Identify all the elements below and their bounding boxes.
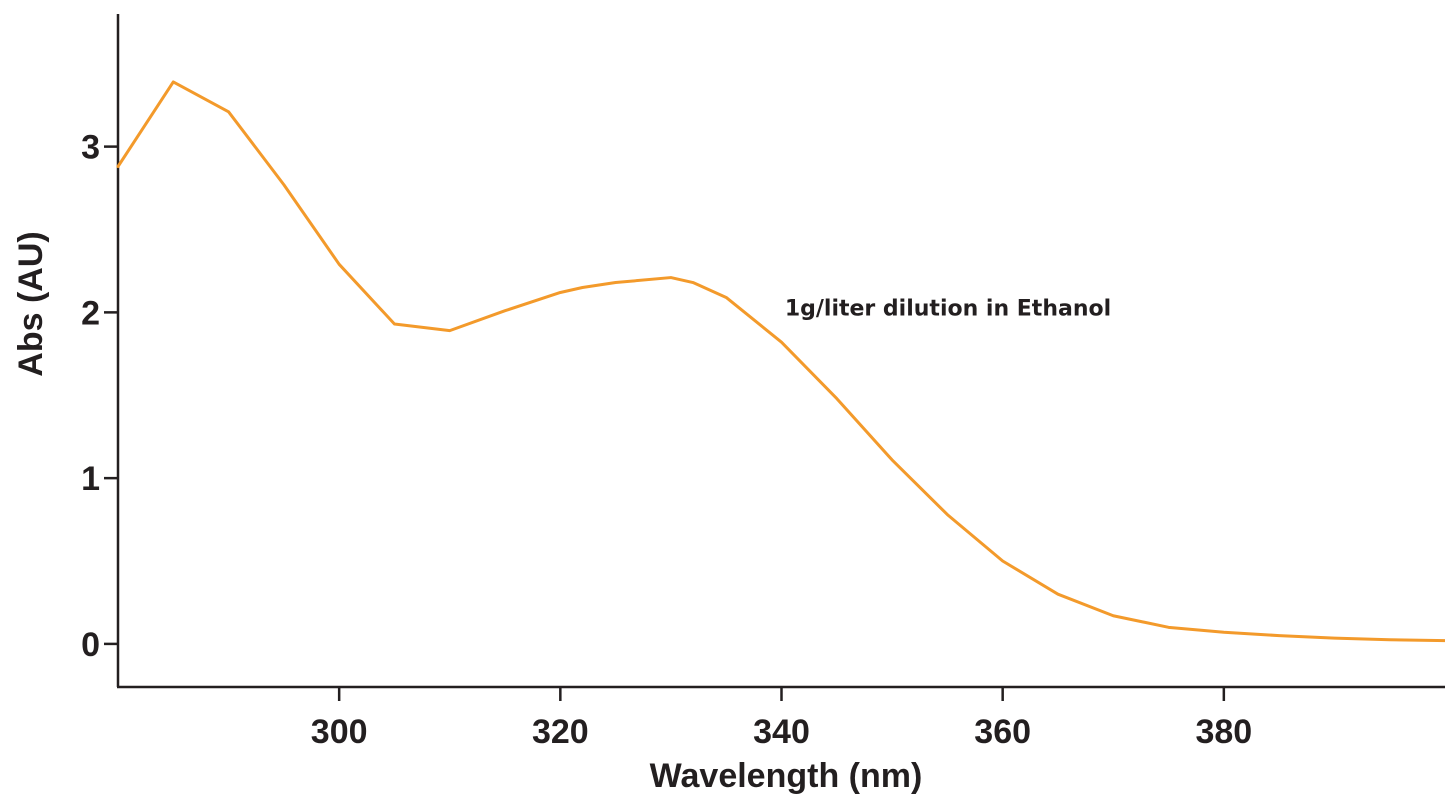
plot-area — [116, 80, 1445, 643]
y-axis-title: Abs (AU) — [12, 231, 50, 376]
axes — [116, 14, 1445, 689]
x-axis-title: Wavelength (nm) — [650, 757, 923, 795]
x-axis-ticks: 300 320 340 360 380 — [311, 687, 1252, 751]
y-axis-ticks: 0 1 2 3 — [81, 129, 118, 664]
x-tick-label: 380 — [1195, 713, 1252, 751]
y-tick-label: 1 — [81, 460, 100, 498]
x-tick-label: 300 — [311, 713, 368, 751]
x-tick-label: 340 — [753, 713, 810, 751]
x-tick-label: 360 — [974, 713, 1031, 751]
absorbance-line — [116, 80, 1445, 643]
x-tick-label: 320 — [532, 713, 589, 751]
y-tick-label: 3 — [81, 129, 100, 167]
y-tick-label: 0 — [81, 626, 100, 664]
y-tick-label: 2 — [81, 294, 100, 332]
annotation-label: 1g/liter dilution in Ethanol — [785, 297, 1111, 322]
